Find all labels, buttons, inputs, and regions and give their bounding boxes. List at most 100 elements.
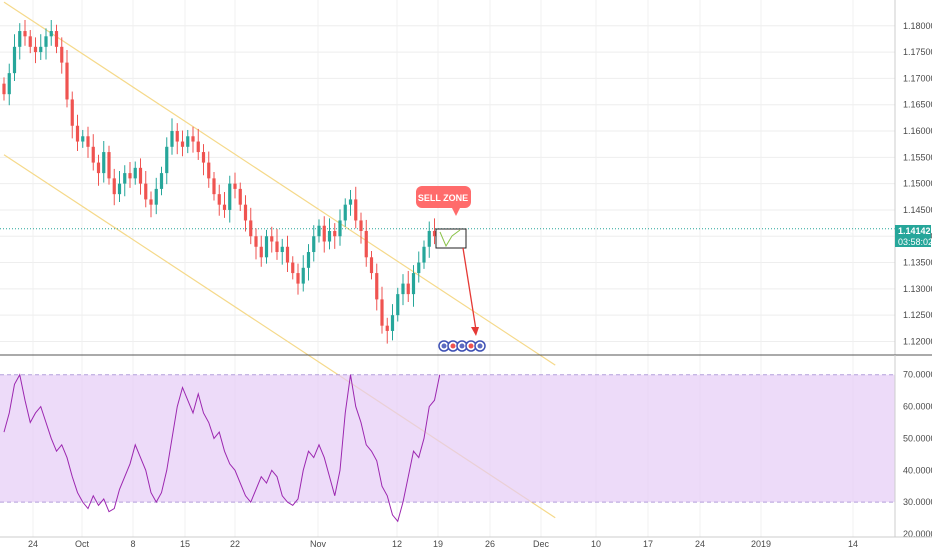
candle-body xyxy=(264,236,269,258)
rsi-pane: 70.0000 60.0000 50.0000 40.0000 30.0000 20.00… xyxy=(0,355,932,539)
candle-body xyxy=(191,136,195,142)
sell-zone-projection xyxy=(439,229,461,248)
candle-body xyxy=(86,136,90,147)
candle-body xyxy=(18,31,22,47)
candle-body xyxy=(238,188,242,205)
candle-body xyxy=(117,183,122,195)
candle-body xyxy=(385,325,389,331)
candle-body xyxy=(154,188,158,205)
sell-zone-bubble xyxy=(416,186,471,208)
time-tick-label: Oct xyxy=(75,539,90,549)
candle-body xyxy=(175,131,179,142)
sell-zone-label: SELL ZONE xyxy=(418,193,468,203)
candle-body xyxy=(375,273,379,300)
price-tick-label: 1.16500 xyxy=(903,100,932,110)
time-tick-label: 2019 xyxy=(751,539,771,549)
candle-body xyxy=(70,99,74,126)
candle-body xyxy=(285,246,290,263)
time-axis: 24 Oct 8 15 22 Nov 12 19 26 Dec 10 17 24 2019 14 xyxy=(28,539,858,549)
candle-body xyxy=(280,246,284,253)
candle-body xyxy=(12,46,17,74)
candle-body xyxy=(28,36,32,47)
candle-body xyxy=(275,241,279,253)
candle-body xyxy=(91,146,95,163)
candle-body xyxy=(96,162,101,174)
candle-body xyxy=(201,152,206,163)
candle-body xyxy=(359,220,363,231)
candle-body xyxy=(133,167,137,179)
time-tick-label: 14 xyxy=(848,539,858,549)
candle-body xyxy=(7,73,11,95)
candle-body xyxy=(222,204,227,210)
time-tick-label: 10 xyxy=(591,539,601,549)
candle-body xyxy=(159,173,164,189)
candle-body xyxy=(354,199,358,221)
rsi-tick-label: 60.0000 xyxy=(903,402,932,412)
price-tick-label: 1.16000 xyxy=(903,126,932,136)
candle-body xyxy=(396,294,400,316)
candle-body xyxy=(23,31,27,37)
candle-body xyxy=(39,46,43,53)
candle-body xyxy=(317,225,321,237)
candle-body xyxy=(165,146,169,174)
rsi-tick-label: 70.0000 xyxy=(903,370,932,380)
rsi-grid xyxy=(0,374,895,503)
candle-body xyxy=(296,273,300,284)
price-tick-label: 1.18000 xyxy=(903,21,932,31)
candle-body xyxy=(123,173,127,184)
time-tick-label: 19 xyxy=(433,539,443,549)
time-tick-label: 17 xyxy=(643,539,653,549)
price-tick-label: 1.13500 xyxy=(903,258,932,268)
rsi-band xyxy=(0,374,895,503)
target-arrow-head xyxy=(471,327,479,336)
candle-body xyxy=(422,246,426,263)
candle-body xyxy=(44,36,48,47)
candle-body xyxy=(207,162,211,179)
price-badges: 1.14142 03:58:02 xyxy=(895,225,932,247)
channel-upper-line xyxy=(3,1,556,366)
candle-body xyxy=(243,204,248,221)
candle-body xyxy=(254,236,258,247)
time-tick-label: Dec xyxy=(533,539,550,549)
current-price-badge xyxy=(895,225,931,236)
candle-body xyxy=(138,167,143,184)
sell-zone-annotation: SELL ZONE xyxy=(416,186,479,336)
candle-body xyxy=(249,220,253,237)
candle-body xyxy=(212,178,216,195)
candle-body xyxy=(149,199,153,205)
time-tick-label: 24 xyxy=(28,539,38,549)
price-tick-label: 1.17000 xyxy=(903,73,932,83)
price-tick-label: 1.15500 xyxy=(903,152,932,162)
sell-zone-pointer xyxy=(452,208,460,216)
candle-body xyxy=(291,262,295,274)
candle-body xyxy=(306,252,311,268)
candle-body xyxy=(380,299,384,326)
candle-body xyxy=(65,62,69,100)
rsi-tick-label: 50.0000 xyxy=(903,433,932,443)
price-tick-label: 1.13000 xyxy=(903,284,932,294)
target-arrow xyxy=(462,247,477,331)
rsi-axis: 70.0000 60.0000 50.0000 40.0000 30.0000 20.00… xyxy=(894,355,932,539)
candle-body xyxy=(270,236,274,242)
candle-body xyxy=(427,230,431,247)
candle-body xyxy=(186,136,190,147)
candle-body xyxy=(112,178,116,195)
candle-body xyxy=(217,194,221,205)
price-tick-label: 1.17500 xyxy=(903,47,932,57)
candle-body xyxy=(128,173,132,179)
time-tick-label: 12 xyxy=(392,539,402,549)
candle-body xyxy=(54,31,59,47)
time-tick-label: 8 xyxy=(130,539,135,549)
price-tick-label: 1.12000 xyxy=(903,336,932,346)
candle-body xyxy=(390,315,395,331)
candle-body xyxy=(401,283,405,295)
candle-body xyxy=(196,141,200,153)
candle-body xyxy=(107,152,111,179)
event-icon-dot xyxy=(477,343,483,349)
time-tick-label: Nov xyxy=(310,539,327,549)
candle-body xyxy=(60,46,64,63)
time-tick-label: 24 xyxy=(695,539,705,549)
time-tick-label: 22 xyxy=(230,539,240,549)
time-tick-label: 15 xyxy=(180,539,190,549)
